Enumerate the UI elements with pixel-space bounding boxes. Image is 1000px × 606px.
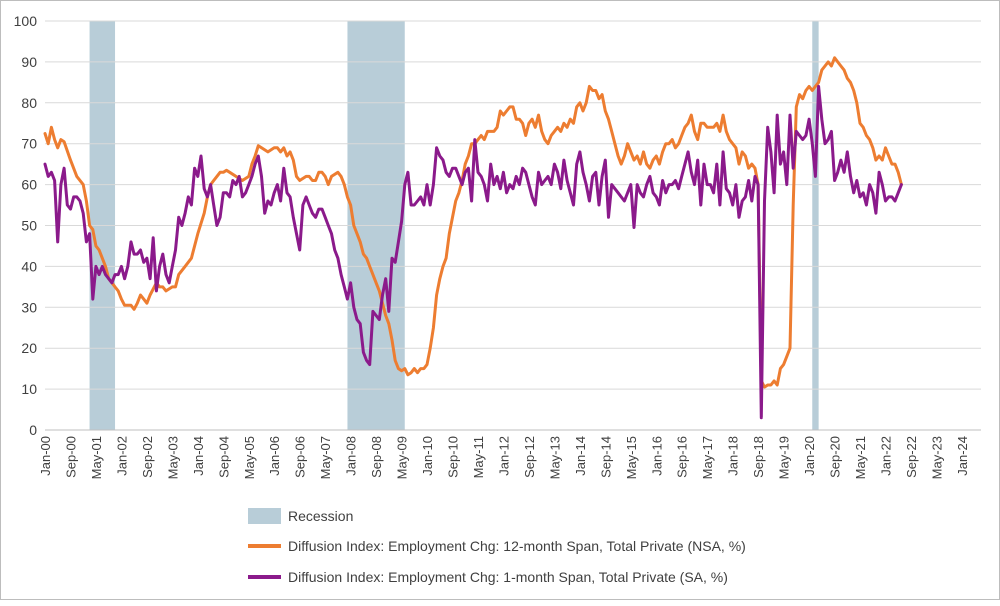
x-tick-label-Jan-10: Jan-10 — [420, 436, 435, 476]
y-tick-label-20: 20 — [21, 340, 37, 356]
x-tick-label-Sep-18: Sep-18 — [751, 436, 766, 478]
x-tick-label-Jan-20: Jan-20 — [802, 436, 817, 476]
x-tick-label-Jan-00: Jan-00 — [38, 436, 53, 476]
x-tick-label-Sep-22: Sep-22 — [904, 436, 919, 478]
series-line-12-month — [43, 56, 903, 389]
y-tick-label-10: 10 — [21, 381, 37, 397]
x-tick-label-Jan-18: Jan-18 — [726, 436, 741, 476]
x-tick-label-May-09: May-09 — [395, 436, 410, 479]
y-axis: 0 10 20 30 40 50 60 70 80 90 100 — [14, 13, 38, 438]
y-tick-label-40: 40 — [21, 258, 37, 274]
x-axis: Jan-00 Sep-00 May-01 Jan-02 Sep-02 May-03 Jan-… — [38, 429, 981, 479]
x-tick-label-Sep-12: Sep-12 — [522, 436, 537, 478]
x-tick-label-May-11: May-11 — [471, 436, 486, 478]
legend-recession-label: Recession — [288, 508, 353, 524]
x-tick-label-Jan-16: Jan-16 — [649, 436, 664, 476]
x-tick-label-May-05: May-05 — [242, 436, 257, 479]
x-tick-label-May-15: May-15 — [624, 436, 639, 479]
x-tick-label-Sep-10: Sep-10 — [446, 436, 461, 478]
y-tick-label-60: 60 — [21, 177, 37, 193]
x-tick-label-May-23: May-23 — [929, 436, 944, 479]
x-tick-label-Sep-16: Sep-16 — [675, 436, 690, 478]
y-tick-label-70: 70 — [21, 136, 37, 152]
legend: Recession Diffusion Index: Employment Ch… — [248, 508, 746, 585]
legend-recession-swatch — [248, 508, 281, 524]
x-tick-label-May-01: May-01 — [89, 436, 104, 479]
x-tick-label-May-21: May-21 — [853, 436, 868, 479]
x-tick-label-Jan-02: Jan-02 — [114, 436, 129, 476]
x-tick-label-Jan-22: Jan-22 — [878, 436, 893, 476]
x-tick-label-Jan-08: Jan-08 — [344, 436, 359, 476]
x-tick-label-May-03: May-03 — [165, 436, 180, 479]
x-tick-label-May-13: May-13 — [547, 436, 562, 479]
x-tick-label-Sep-08: Sep-08 — [369, 436, 384, 478]
x-tick-label-Sep-04: Sep-04 — [216, 436, 231, 478]
legend-12-month-label: Diffusion Index: Employment Chg: 12-mont… — [288, 538, 746, 554]
y-tick-label-90: 90 — [21, 54, 37, 70]
y-tick-label-80: 80 — [21, 95, 37, 111]
x-tick-label-Jan-04: Jan-04 — [191, 436, 206, 476]
x-tick-label-May-07: May-07 — [318, 436, 333, 479]
x-tick-label-Jan-24: Jan-24 — [955, 436, 970, 476]
y-tick-label-100: 100 — [14, 13, 38, 29]
x-tick-label-Sep-02: Sep-02 — [140, 436, 155, 478]
x-tick-label-Sep-14: Sep-14 — [598, 436, 613, 478]
x-tick-label-May-19: May-19 — [777, 436, 792, 479]
x-tick-label-Jan-06: Jan-06 — [267, 436, 282, 476]
y-tick-label-30: 30 — [21, 299, 37, 315]
y-tick-label-0: 0 — [29, 422, 37, 438]
legend-1-month-label: Diffusion Index: Employment Chg: 1-month… — [288, 569, 728, 585]
series-lines — [43, 56, 903, 420]
x-tick-label-Jan-14: Jan-14 — [573, 436, 588, 476]
series-line-1-month — [43, 84, 903, 420]
y-tick-label-50: 50 — [21, 218, 37, 234]
x-tick-label-Sep-20: Sep-20 — [828, 436, 843, 478]
x-tick-label-Sep-00: Sep-00 — [63, 436, 78, 478]
x-tick-label-Jan-12: Jan-12 — [496, 436, 511, 476]
x-tick-label-Sep-06: Sep-06 — [293, 436, 308, 478]
x-tick-label-May-17: May-17 — [700, 436, 715, 479]
